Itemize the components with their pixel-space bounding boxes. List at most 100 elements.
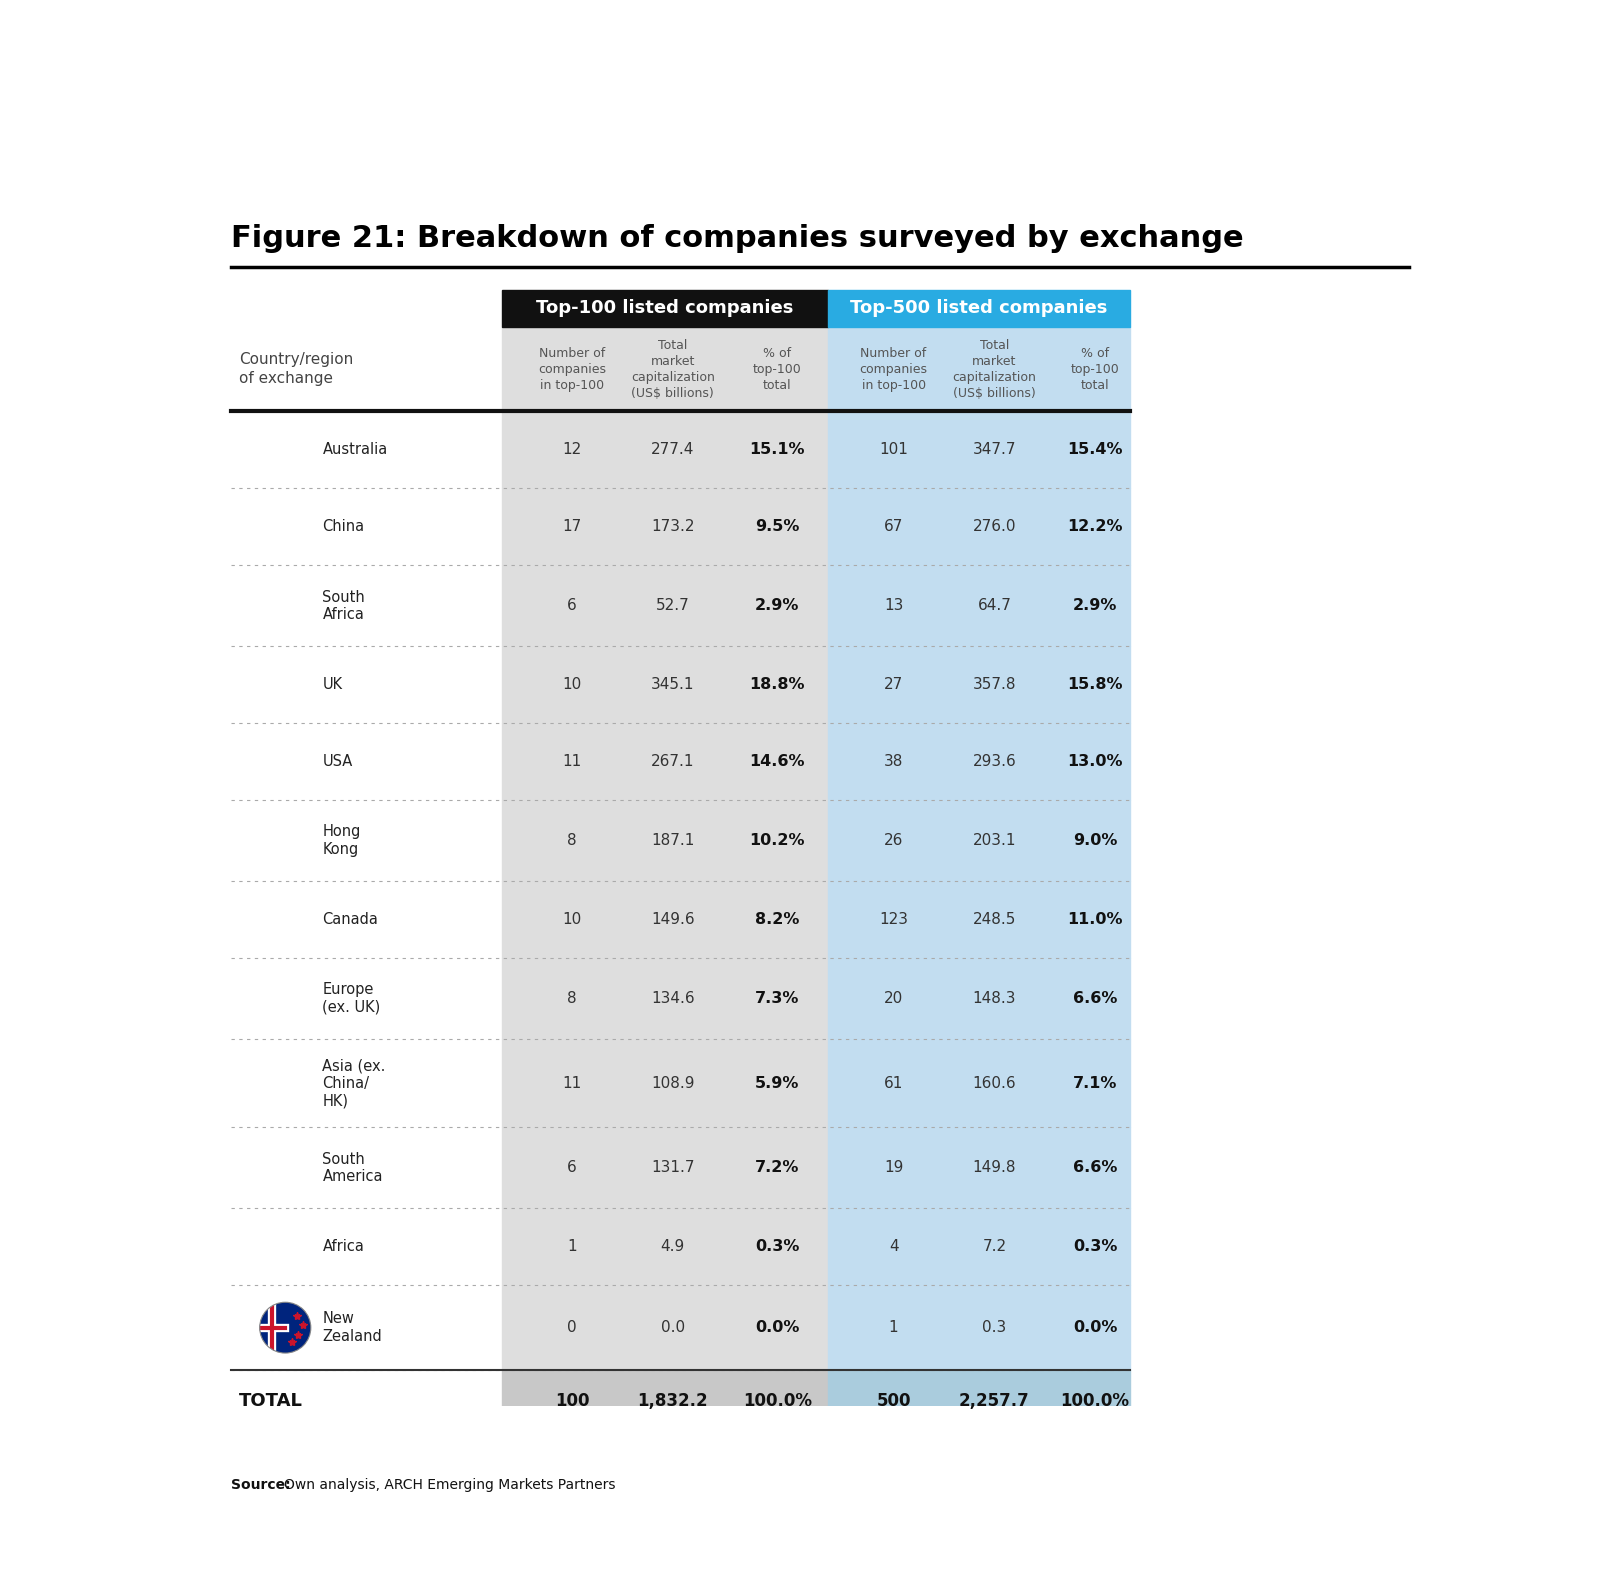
Text: 15.8%: 15.8%: [1067, 678, 1123, 692]
Text: 12.2%: 12.2%: [1067, 520, 1123, 534]
Bar: [502, 724, 827, 799]
Text: Australia: Australia: [323, 442, 387, 457]
Text: 11.0%: 11.0%: [1067, 912, 1123, 927]
Text: South
Africa: South Africa: [323, 589, 365, 623]
Bar: [259, 585, 310, 599]
Circle shape: [259, 815, 310, 866]
Bar: [259, 604, 310, 608]
Text: 347.7: 347.7: [973, 442, 1016, 457]
Text: 7.2%: 7.2%: [755, 1160, 800, 1176]
Text: TOTAL: TOTAL: [238, 1392, 302, 1409]
Circle shape: [259, 659, 310, 709]
Bar: [259, 599, 310, 610]
Text: Europe
(ex. UK): Europe (ex. UK): [323, 983, 381, 1014]
Text: 0.3%: 0.3%: [755, 1239, 800, 1255]
Polygon shape: [277, 1150, 296, 1188]
Text: UK: UK: [323, 678, 342, 692]
Bar: [502, 1040, 827, 1128]
Bar: [259, 736, 310, 739]
Bar: [502, 1285, 827, 1370]
Text: 26: 26: [883, 833, 904, 848]
Text: 15.4%: 15.4%: [1067, 442, 1123, 457]
Text: 13: 13: [883, 599, 904, 613]
Text: 123: 123: [878, 912, 909, 927]
Bar: [259, 768, 310, 771]
Bar: [277, 894, 294, 945]
Bar: [827, 646, 1130, 724]
Text: 20: 20: [883, 991, 904, 1006]
Text: 248.5: 248.5: [973, 912, 1016, 927]
Circle shape: [283, 828, 293, 839]
Bar: [259, 763, 310, 768]
Text: Canada: Canada: [323, 912, 378, 927]
Bar: [827, 882, 1130, 957]
Text: 357.8: 357.8: [973, 678, 1016, 692]
Bar: [827, 1128, 1130, 1209]
Circle shape: [259, 894, 310, 945]
Circle shape: [274, 841, 285, 850]
Text: 52.7: 52.7: [656, 599, 690, 613]
Bar: [502, 882, 827, 957]
Bar: [502, 566, 827, 646]
Text: 131.7: 131.7: [651, 1160, 694, 1176]
Text: 500: 500: [877, 1392, 910, 1409]
Text: 7.1%: 7.1%: [1074, 1076, 1117, 1090]
Circle shape: [259, 1057, 310, 1109]
Circle shape: [259, 501, 310, 553]
Text: 10.2%: 10.2%: [750, 833, 805, 848]
Text: 2,257.7: 2,257.7: [958, 1392, 1030, 1409]
Bar: [259, 611, 310, 627]
Text: 134.6: 134.6: [651, 991, 694, 1006]
Bar: [259, 755, 310, 760]
Text: 1,832.2: 1,832.2: [637, 1392, 709, 1409]
Polygon shape: [259, 592, 293, 618]
Text: 0.0: 0.0: [661, 1321, 685, 1335]
Text: Country/region
of exchange: Country/region of exchange: [238, 352, 354, 387]
Bar: [827, 566, 1130, 646]
Text: Total
market
capitalization
(US$ billions): Total market capitalization (US$ billion…: [952, 338, 1037, 400]
Text: 160.6: 160.6: [973, 1076, 1016, 1090]
Circle shape: [259, 736, 310, 787]
Bar: [259, 747, 310, 752]
Circle shape: [259, 1221, 310, 1272]
Text: South
America: South America: [323, 1152, 382, 1183]
Circle shape: [282, 837, 288, 844]
Text: 149.8: 149.8: [973, 1160, 1016, 1176]
Text: 5.9%: 5.9%: [755, 1076, 800, 1090]
Text: 277.4: 277.4: [651, 442, 694, 457]
Bar: [827, 724, 1130, 799]
Text: 101: 101: [878, 442, 909, 457]
FancyBboxPatch shape: [259, 425, 285, 450]
Text: 27: 27: [883, 678, 904, 692]
Circle shape: [259, 973, 310, 1024]
Text: 15.1%: 15.1%: [750, 442, 805, 457]
Bar: [502, 799, 827, 882]
Bar: [827, 327, 1130, 411]
Text: 345.1: 345.1: [651, 678, 694, 692]
Text: 11: 11: [562, 1076, 582, 1090]
Polygon shape: [275, 910, 296, 929]
Text: USA: USA: [323, 754, 352, 769]
Text: Number of
companies
in top-100: Number of companies in top-100: [859, 346, 928, 392]
Text: Top-100 listed companies: Top-100 listed companies: [536, 299, 794, 318]
Text: 7.3%: 7.3%: [755, 991, 800, 1006]
Circle shape: [259, 580, 310, 630]
Text: 9.5%: 9.5%: [755, 520, 800, 534]
Bar: [502, 411, 827, 488]
Text: 8: 8: [566, 991, 578, 1006]
Text: 11: 11: [562, 754, 582, 769]
Circle shape: [283, 842, 293, 853]
Bar: [502, 1128, 827, 1209]
Text: 100.0%: 100.0%: [742, 1392, 811, 1409]
Text: 276.0: 276.0: [973, 520, 1016, 534]
Bar: [259, 771, 310, 776]
Text: 6.6%: 6.6%: [1074, 991, 1117, 1006]
Bar: [502, 1370, 827, 1431]
Text: Hong
Kong: Hong Kong: [323, 825, 362, 856]
Bar: [827, 289, 1130, 327]
Text: 10: 10: [562, 912, 582, 927]
Text: Total
market
capitalization
(US$ billions): Total market capitalization (US$ billion…: [630, 338, 715, 400]
Text: 100: 100: [555, 1392, 589, 1409]
Text: 64.7: 64.7: [978, 599, 1011, 613]
Polygon shape: [259, 599, 285, 611]
